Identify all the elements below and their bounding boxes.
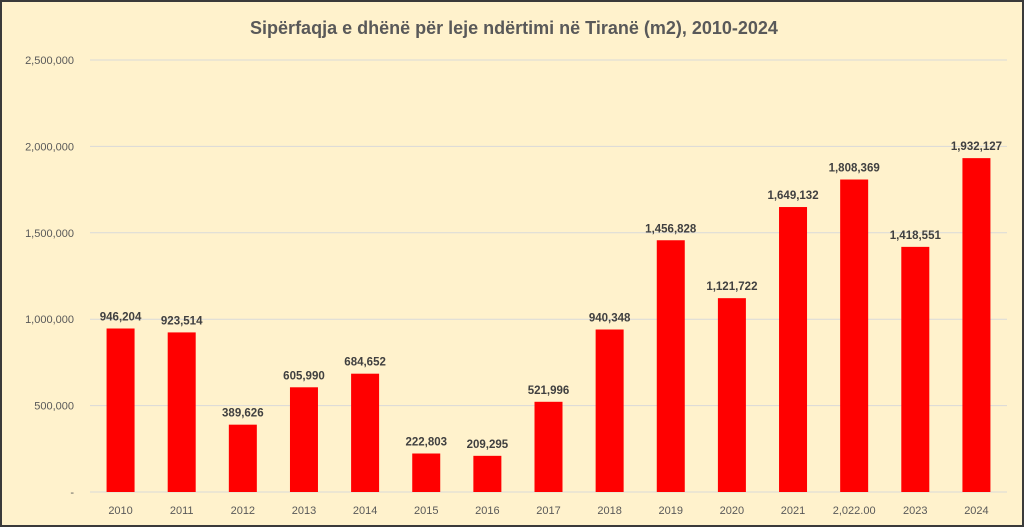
bar — [351, 373, 380, 492]
data-label: 1,649,132 — [767, 190, 818, 202]
bar — [289, 387, 318, 492]
data-label: 1,121,722 — [706, 281, 757, 293]
data-label: 946,204 — [100, 311, 142, 323]
bar — [717, 298, 746, 492]
data-label: 940,348 — [589, 313, 631, 325]
data-label: 222,803 — [405, 436, 447, 448]
x-tick-label: 2017 — [536, 505, 560, 517]
x-tick-label: 2014 — [353, 505, 377, 517]
x-tick-label: 2015 — [414, 505, 438, 517]
y-tick-label: 2,500,000 — [25, 55, 74, 67]
bar — [901, 246, 930, 492]
bar — [779, 207, 808, 493]
y-tick-label: 1,000,000 — [25, 314, 74, 326]
x-tick-label: 2012 — [231, 505, 255, 517]
bar — [656, 240, 685, 492]
y-tick-label: 500,000 — [34, 401, 74, 413]
data-label: 209,295 — [467, 439, 509, 451]
bar — [106, 328, 135, 492]
bar — [840, 179, 869, 492]
data-label: 923,514 — [161, 315, 203, 327]
x-tick-label: 2013 — [292, 505, 316, 517]
bar — [228, 424, 257, 492]
x-tick-label: 2024 — [964, 505, 988, 517]
data-label: 1,932,127 — [951, 141, 1002, 153]
data-label: 521,996 — [528, 385, 570, 397]
data-label: 684,652 — [344, 357, 386, 369]
data-label: 1,808,369 — [829, 163, 880, 175]
y-tick-label: 2,000,000 — [25, 141, 74, 153]
bar — [412, 453, 441, 492]
bar — [473, 455, 502, 492]
chart-title: Sipërfaqja e dhënë për leje ndërtimi në … — [250, 18, 778, 38]
x-tick-label: 2019 — [659, 505, 683, 517]
data-label: 389,626 — [222, 408, 264, 420]
x-tick-label: 2020 — [720, 505, 744, 517]
bar — [962, 158, 991, 492]
x-tick-label: 2010 — [108, 505, 132, 517]
x-tick-label: 2016 — [475, 505, 499, 517]
bar — [167, 332, 196, 492]
y-tick-label: - — [70, 487, 74, 499]
x-tick-label: 2023 — [903, 505, 927, 517]
x-tick-label: 2,022.00 — [833, 505, 876, 517]
data-label: 605,990 — [283, 370, 325, 382]
data-label: 1,456,828 — [645, 223, 697, 235]
data-label: 1,418,551 — [890, 230, 942, 242]
bar — [534, 401, 563, 492]
x-tick-label: 2011 — [170, 505, 194, 517]
x-tick-label: 2018 — [597, 505, 621, 517]
y-tick-label: 1,500,000 — [25, 228, 74, 240]
x-tick-label: 2021 — [781, 505, 805, 517]
bar — [595, 329, 624, 492]
